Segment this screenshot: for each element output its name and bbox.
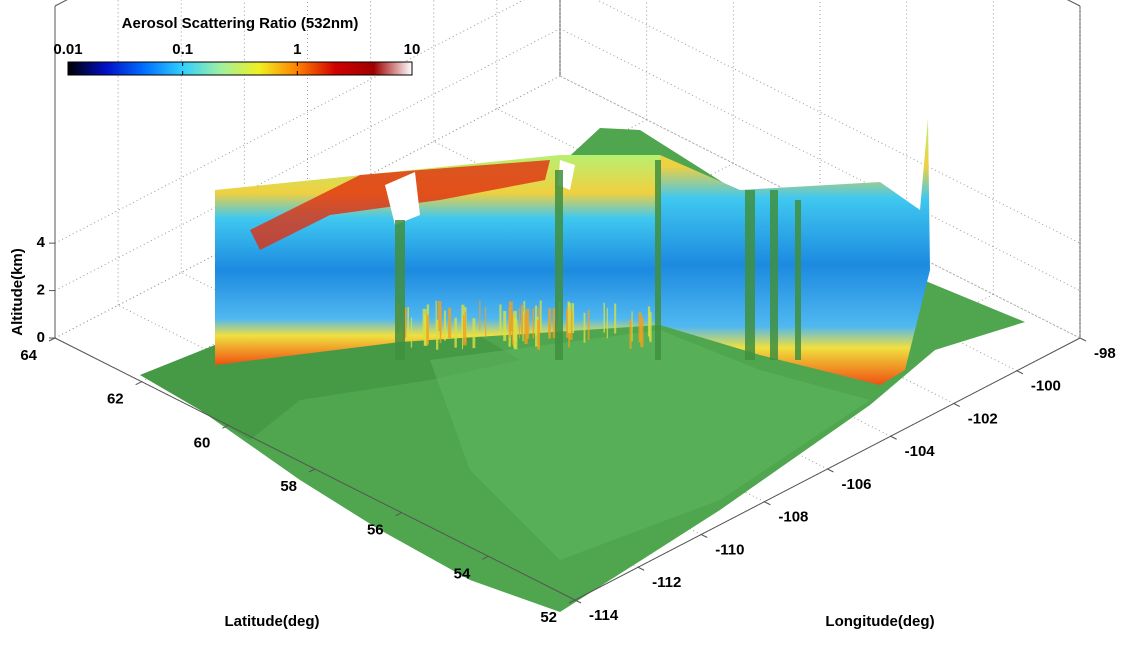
- y-tick: [136, 382, 142, 385]
- curtain-stripe: [568, 303, 571, 333]
- x-tick-label: -108: [778, 509, 808, 526]
- x-tick: [638, 567, 644, 570]
- z-axis-title: Altitude(km): [9, 248, 26, 336]
- curtain-stripe: [537, 320, 540, 350]
- curtain-stripe: [479, 301, 480, 331]
- x-tick-label: -102: [968, 410, 998, 427]
- page: -114 -112 -110 -108 -106 -104 -102 -100 -98 52 54 5…: [0, 0, 1146, 641]
- x-tick-label: -114: [589, 607, 619, 624]
- curtain-stripe: [485, 307, 486, 337]
- x-tick: [701, 535, 707, 538]
- curtain-stripe: [629, 319, 631, 349]
- curtain-stripe: [440, 313, 442, 343]
- curtain-stripe: [448, 308, 451, 338]
- x-tick-label: -98: [1094, 345, 1116, 362]
- x-tick-label: -106: [842, 476, 872, 493]
- colorbar-scale: [68, 62, 412, 75]
- curtain-stripe: [535, 306, 537, 336]
- x-tick: [828, 469, 834, 472]
- y-tick-label: 56: [367, 522, 384, 539]
- curtain-stripe: [533, 308, 534, 338]
- curtain-stripe: [472, 318, 475, 348]
- curtain-stripe: [503, 311, 506, 341]
- curtain-stripe: [436, 301, 437, 331]
- curtain-stripe: [584, 313, 586, 343]
- curtain-stripe: [548, 309, 549, 339]
- y-tick-label: 62: [107, 391, 124, 408]
- curtain-stripe: [513, 311, 517, 341]
- y-tick-label: 54: [454, 565, 471, 582]
- curtain-gap: [395, 220, 405, 360]
- curtain-stripe: [614, 304, 616, 334]
- colorbar-tick-label: 0.1: [172, 41, 193, 58]
- curtain-stripe: [603, 303, 604, 333]
- curtain-gap: [655, 160, 661, 360]
- x-tick-label: -104: [905, 443, 936, 460]
- curtain-stripe: [521, 305, 523, 335]
- curtain-stripe: [444, 311, 446, 341]
- y-axis-title: Latitude(deg): [225, 613, 320, 630]
- colorbar-tick-label: 10: [404, 41, 421, 58]
- curtain-stripe: [454, 318, 456, 348]
- curtain-stripe: [650, 312, 652, 342]
- z-tick-label: 2: [37, 282, 45, 299]
- curtain-stripe: [426, 314, 429, 344]
- x-tick-label: -112: [652, 574, 681, 591]
- curtain-gap: [795, 200, 801, 360]
- x-tick: [1017, 371, 1023, 374]
- colorbar-tick-label: 1: [293, 41, 301, 58]
- curtain-gap: [745, 190, 755, 360]
- z-tick-label: 0: [37, 329, 45, 346]
- colorbar: Aerosol Scattering Ratio (532nm) 0.01 0.1…: [53, 15, 420, 75]
- y-tick-label: 64: [20, 347, 37, 364]
- x-tick-label: -100: [1031, 378, 1061, 395]
- curtain-stripe: [638, 312, 641, 342]
- curtain-gap: [770, 190, 778, 360]
- x-axis-title: Longitude(deg): [825, 613, 934, 630]
- curtain-stripe: [509, 302, 513, 332]
- curtain-stripe: [526, 309, 530, 339]
- y-tick-label: 58: [280, 478, 297, 495]
- y-tick-label: 52: [540, 609, 557, 626]
- x-tick: [891, 436, 897, 439]
- x-tick-label: -110: [715, 541, 744, 558]
- curtain-stripe: [499, 304, 501, 334]
- curtain-stripe: [462, 319, 463, 349]
- chart: -114 -112 -110 -108 -106 -104 -102 -100 -98 52 54 5…: [0, 0, 1146, 641]
- z-tick-label: 4: [37, 234, 46, 251]
- x-tick: [764, 502, 770, 505]
- x-tick: [1080, 338, 1086, 341]
- curtain-gap: [555, 170, 563, 360]
- curtain-stripe: [407, 307, 409, 337]
- x-tick: [954, 404, 960, 407]
- curtain-stripe: [519, 308, 520, 338]
- curtain-stripe: [607, 308, 608, 338]
- curtain-stripe: [631, 311, 632, 341]
- colorbar-title: Aerosol Scattering Ratio (532nm): [122, 15, 359, 32]
- colorbar-tick-label: 0.01: [53, 41, 82, 58]
- y-tick-label: 60: [194, 434, 211, 451]
- curtain-stripe: [465, 312, 466, 342]
- curtain-stripe: [588, 310, 590, 340]
- curtain-stripe: [411, 318, 412, 348]
